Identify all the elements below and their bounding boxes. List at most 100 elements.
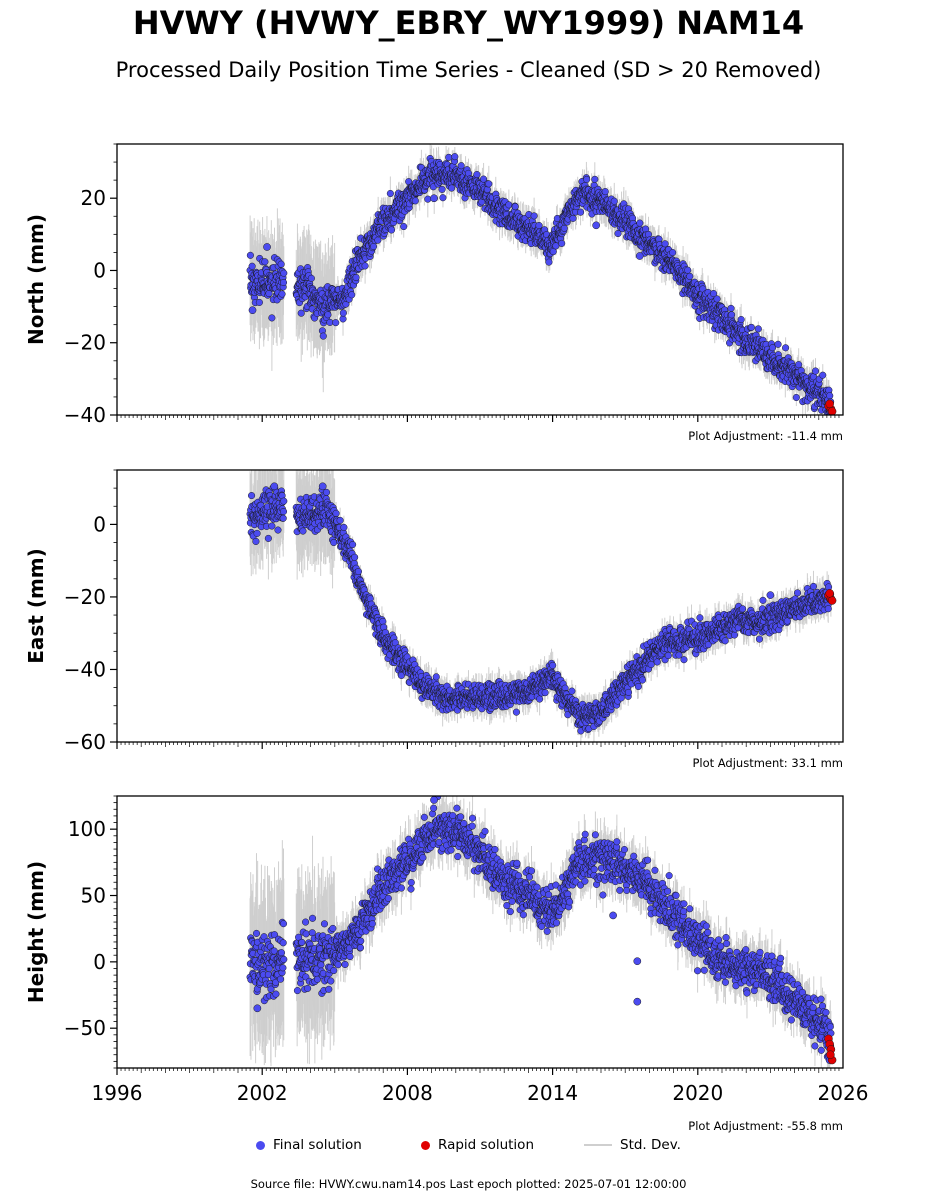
final-point [411, 197, 419, 205]
final-point [601, 188, 609, 196]
final-point [480, 175, 488, 183]
final-point [503, 902, 511, 910]
final-point [754, 325, 762, 333]
final-point [448, 184, 456, 192]
final-point [407, 878, 415, 887]
final-point [278, 290, 286, 298]
final-point [424, 195, 432, 203]
final-solution-points [246, 796, 835, 1064]
final-point [277, 260, 285, 268]
final-point [538, 922, 546, 931]
final-point [330, 966, 338, 975]
final-point [447, 846, 455, 854]
final-point [384, 894, 392, 902]
final-point [468, 822, 476, 830]
final-point [680, 656, 688, 664]
final-point [774, 340, 782, 348]
final-point [530, 212, 538, 220]
final-point [280, 955, 288, 963]
final-point [473, 170, 481, 179]
final-point [545, 258, 553, 266]
plot-adjustment-label: Plot Adjustment: -11.4 mm [688, 429, 843, 443]
final-point [280, 269, 288, 277]
final-point [730, 631, 739, 639]
final-point [354, 567, 362, 576]
final-point [432, 673, 440, 681]
final-point [334, 961, 342, 969]
final-point [349, 541, 357, 549]
y-axis-label: East (mm) [24, 548, 48, 664]
final-point [265, 965, 273, 973]
final-point [549, 661, 557, 669]
final-point [552, 881, 560, 889]
final-point [460, 819, 468, 828]
final-point [704, 641, 712, 649]
final-point [535, 221, 543, 230]
final-point [279, 920, 288, 928]
final-point [279, 939, 287, 947]
final-point [793, 589, 802, 597]
final-point [696, 614, 704, 622]
final-point [634, 682, 642, 691]
final-point [653, 658, 661, 666]
final-point [279, 514, 287, 522]
final-point [263, 243, 271, 251]
rapid-solution-points [824, 399, 837, 415]
final-point [721, 637, 729, 645]
final-point [407, 885, 415, 893]
final-point [248, 262, 256, 270]
final-point [272, 990, 280, 998]
y-tick-label: −60 [64, 730, 106, 754]
final-point [319, 332, 327, 340]
final-point [252, 537, 260, 545]
final-point [755, 635, 764, 643]
final-point [368, 920, 376, 928]
final-point [541, 689, 549, 697]
final-point [277, 949, 286, 957]
final-point [747, 323, 755, 331]
final-solution-points [246, 482, 835, 735]
final-point [324, 311, 332, 319]
final-point [352, 273, 360, 282]
final-point [322, 488, 331, 496]
final-point [795, 361, 803, 369]
final-point [661, 240, 669, 248]
final-point [430, 194, 438, 203]
final-point [267, 985, 275, 993]
plot-adjustment-label: Plot Adjustment: 33.1 mm [692, 756, 843, 770]
final-point [768, 344, 777, 352]
final-point [304, 984, 312, 992]
final-point [302, 930, 310, 938]
final-point [246, 251, 254, 259]
final-point [397, 671, 405, 679]
final-point [255, 298, 263, 306]
final-point [457, 813, 465, 821]
final-point [445, 153, 453, 161]
final-point [513, 859, 521, 867]
final-point [277, 975, 285, 983]
final-point [330, 538, 338, 547]
final-point [430, 804, 438, 812]
final-point [357, 937, 365, 945]
final-point [332, 319, 340, 327]
y-tick-label: 20 [81, 186, 106, 210]
final-point [339, 309, 347, 317]
final-point [592, 221, 601, 230]
final-point [624, 688, 633, 696]
final-point [272, 978, 280, 986]
final-point [533, 883, 541, 891]
final-point [783, 617, 791, 625]
final-point [279, 507, 288, 516]
final-solution-points [246, 153, 835, 415]
final-point [298, 938, 306, 946]
final-point [552, 919, 561, 927]
final-point [261, 258, 269, 266]
final-point [379, 617, 387, 625]
final-point [558, 239, 566, 247]
final-point [737, 316, 745, 324]
final-point [675, 651, 683, 659]
final-point [356, 944, 365, 952]
